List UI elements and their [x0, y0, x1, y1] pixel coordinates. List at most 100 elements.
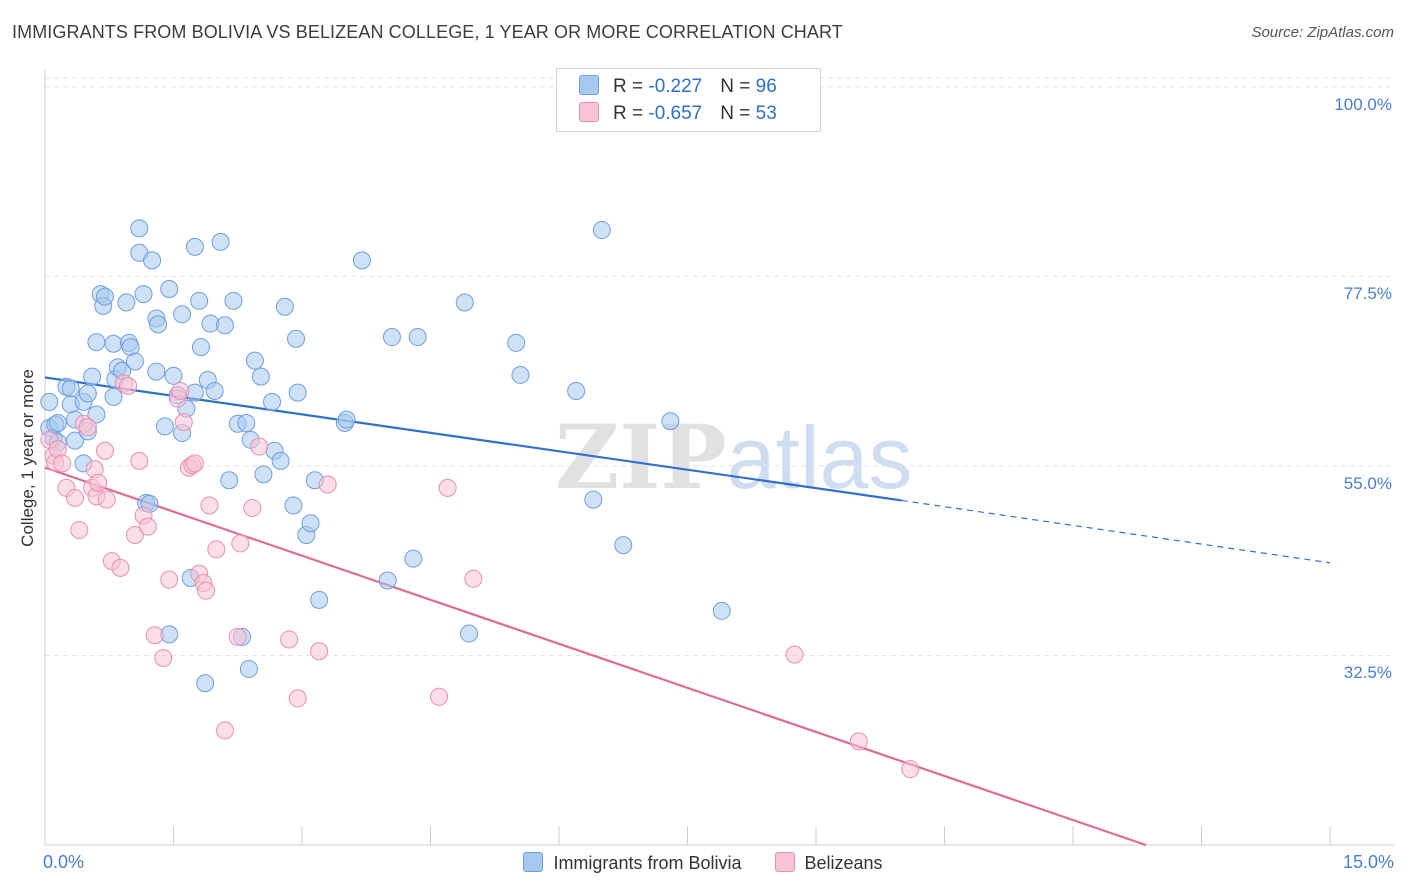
bolivia-point	[378, 571, 397, 590]
series-label-bolivia: Immigrants from Bolivia	[553, 853, 742, 873]
y-tick-label: 100.0%	[1334, 94, 1392, 114]
y-tick-label: 77.5%	[1343, 284, 1392, 304]
bolivia-point	[224, 291, 243, 310]
belizean-point	[130, 451, 149, 470]
bolivia-point	[143, 251, 162, 270]
bolivia-point	[155, 417, 174, 436]
belizean-point	[438, 478, 457, 497]
bolivia-point	[712, 601, 731, 620]
bolivia-point	[48, 413, 67, 432]
belizean-trend-line	[44, 466, 1147, 847]
bolivia-point	[460, 624, 479, 643]
belizean-point	[849, 732, 868, 751]
belizean-point	[310, 642, 329, 661]
bolivia-point	[190, 291, 209, 310]
bolivia-point	[271, 451, 290, 470]
belizean-point	[207, 540, 226, 559]
belizean-point	[280, 630, 299, 649]
belizean-point	[901, 760, 920, 779]
bolivia-point	[382, 328, 401, 347]
belizean-point	[70, 520, 89, 539]
legend-swatch-bolivia	[579, 75, 599, 95]
x-tick-label: 0.0%	[43, 852, 85, 872]
bolivia-point	[507, 333, 526, 352]
bolivia-point	[130, 219, 149, 238]
bolivia-point	[352, 251, 371, 270]
legend-r-value-belizeans: -0.657	[648, 103, 703, 124]
bolivia-point	[191, 338, 210, 357]
y-axis-label: College, 1 year or more	[18, 369, 37, 547]
legend-n-label: N =	[720, 103, 756, 124]
belizean-point	[250, 437, 269, 456]
bolivia-point	[310, 590, 329, 609]
bolivia-point	[211, 232, 230, 251]
points-layer	[40, 219, 920, 779]
belizean-point	[288, 689, 307, 708]
belizean-point	[154, 648, 173, 667]
y-tick-label: 55.0%	[1343, 473, 1392, 493]
legend-n-label: N =	[720, 76, 756, 97]
bolivia-point	[117, 293, 136, 312]
belizean-point	[119, 376, 138, 395]
belizean-point	[138, 517, 157, 536]
legend-n-value-bolivia: 96	[755, 76, 777, 97]
bolivia-point	[164, 366, 183, 385]
bolivia-point	[455, 293, 474, 312]
bolivia-point	[220, 471, 239, 490]
series-legend-belizeans: Belizeans	[774, 852, 883, 874]
bolivia-point	[284, 496, 303, 515]
belizean-point	[785, 645, 804, 664]
bolivia-point	[40, 392, 59, 411]
belizean-point	[185, 454, 204, 473]
bolivia-point	[614, 536, 633, 555]
bolivia-point	[87, 333, 106, 352]
belizean-point	[231, 534, 250, 553]
bolivia-point	[185, 237, 204, 256]
belizean-point	[318, 475, 337, 494]
bolivia-point	[196, 674, 215, 693]
bolivia-point	[160, 280, 179, 299]
bolivia-point	[87, 405, 106, 424]
belizean-point	[200, 496, 219, 515]
series-legend: Immigrants from Bolivia Belizeans	[0, 852, 1406, 874]
bolivia-point	[65, 431, 84, 450]
y-tick-label: 32.5%	[1343, 663, 1392, 683]
belizean-point	[111, 558, 130, 577]
belizean-point	[464, 569, 483, 588]
legend-swatch-belizeans	[579, 102, 599, 122]
belizean-point	[243, 499, 262, 518]
bolivia-point	[661, 412, 680, 431]
belizean-point	[95, 441, 114, 460]
bolivia-point	[61, 379, 80, 398]
bolivia-point	[251, 367, 270, 386]
bolivia-point	[83, 367, 102, 386]
legend-r-value-bolivia: -0.227	[648, 76, 703, 97]
legend-row-bolivia: R = -0.227 N = 96	[579, 75, 777, 99]
bolivia-point	[95, 287, 114, 306]
bolivia-point	[104, 387, 123, 406]
bolivia-point	[173, 305, 192, 324]
series-swatch-bolivia	[523, 852, 544, 872]
bolivia-point	[337, 410, 356, 429]
bolivia-point	[287, 329, 306, 348]
bolivia-point	[511, 365, 530, 384]
series-legend-bolivia: Immigrants from Bolivia	[523, 852, 741, 874]
bolivia-point	[147, 362, 166, 381]
grid-layer	[45, 77, 1395, 656]
chart-title: IMMIGRANTS FROM BOLIVIA VS BELIZEAN COLL…	[12, 22, 843, 42]
bolivia-trend-line-extension	[901, 499, 1331, 564]
belizean-point	[89, 473, 108, 492]
belizean-point	[171, 381, 190, 400]
chart-source: Source: ZipAtlas.com	[1251, 24, 1394, 41]
belizean-point	[228, 627, 247, 646]
belizean-point	[53, 454, 72, 473]
belizean-point	[430, 687, 449, 706]
belizean-point	[125, 526, 144, 544]
bolivia-point	[104, 334, 123, 353]
belizean-point	[215, 721, 234, 740]
bolivia-point	[215, 316, 234, 335]
bolivia-point	[78, 384, 97, 403]
bolivia-point	[245, 351, 264, 370]
legend-r-label: R =	[613, 76, 649, 97]
